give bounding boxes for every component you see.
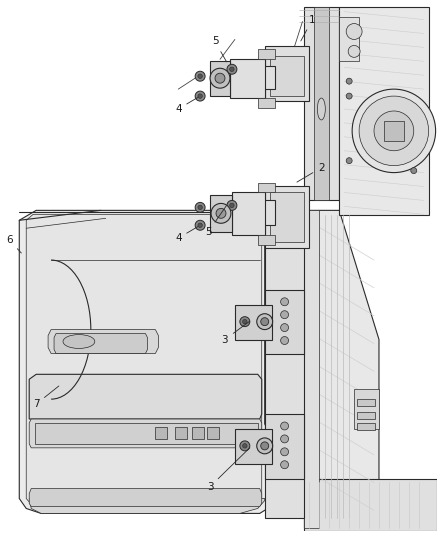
Circle shape — [346, 158, 352, 164]
Circle shape — [195, 220, 205, 230]
Circle shape — [211, 204, 231, 223]
Polygon shape — [235, 305, 272, 340]
Polygon shape — [270, 192, 304, 242]
Polygon shape — [258, 50, 275, 59]
Circle shape — [348, 45, 360, 58]
Circle shape — [352, 89, 436, 173]
Polygon shape — [230, 59, 265, 98]
Polygon shape — [220, 66, 275, 89]
Circle shape — [281, 311, 289, 319]
Circle shape — [195, 203, 205, 212]
Polygon shape — [155, 427, 167, 439]
Circle shape — [227, 200, 237, 211]
Polygon shape — [235, 429, 272, 464]
Polygon shape — [357, 423, 375, 430]
Polygon shape — [265, 290, 304, 354]
Polygon shape — [265, 185, 309, 248]
Circle shape — [346, 78, 352, 84]
Polygon shape — [210, 196, 232, 232]
Circle shape — [210, 68, 230, 88]
Polygon shape — [48, 329, 159, 353]
Text: 3: 3 — [222, 321, 250, 344]
Text: 2: 2 — [297, 163, 325, 182]
Polygon shape — [258, 235, 275, 245]
Circle shape — [281, 461, 289, 469]
Polygon shape — [354, 389, 379, 429]
Circle shape — [240, 441, 250, 451]
Polygon shape — [35, 423, 258, 444]
Polygon shape — [19, 211, 268, 513]
Circle shape — [227, 64, 237, 74]
Circle shape — [359, 96, 429, 166]
Polygon shape — [29, 374, 262, 419]
Circle shape — [230, 203, 234, 208]
Polygon shape — [357, 412, 375, 419]
Text: 4: 4 — [175, 227, 198, 243]
Polygon shape — [339, 6, 429, 215]
Circle shape — [198, 205, 202, 209]
Polygon shape — [175, 427, 187, 439]
Polygon shape — [314, 6, 329, 200]
Circle shape — [281, 422, 289, 430]
Circle shape — [374, 111, 414, 151]
Polygon shape — [384, 121, 404, 141]
Circle shape — [243, 319, 247, 324]
Circle shape — [230, 67, 234, 71]
Polygon shape — [258, 98, 275, 108]
Polygon shape — [29, 498, 265, 513]
Ellipse shape — [63, 335, 95, 349]
Polygon shape — [304, 211, 319, 528]
Text: 6: 6 — [6, 235, 21, 253]
Circle shape — [195, 91, 205, 101]
Circle shape — [281, 324, 289, 332]
Polygon shape — [29, 489, 262, 506]
Circle shape — [261, 442, 268, 450]
Polygon shape — [304, 211, 379, 528]
Circle shape — [411, 168, 417, 174]
Circle shape — [281, 448, 289, 456]
Polygon shape — [265, 414, 304, 479]
Ellipse shape — [318, 98, 325, 120]
Polygon shape — [207, 427, 219, 439]
Polygon shape — [339, 17, 359, 61]
Text: 3: 3 — [207, 448, 250, 491]
Circle shape — [257, 438, 273, 454]
Text: 5: 5 — [205, 206, 226, 237]
Polygon shape — [210, 61, 230, 96]
Circle shape — [281, 336, 289, 344]
Polygon shape — [357, 399, 375, 406]
Circle shape — [216, 208, 226, 219]
Circle shape — [198, 94, 202, 98]
Circle shape — [198, 223, 202, 228]
Polygon shape — [304, 6, 339, 200]
Circle shape — [195, 71, 205, 81]
Circle shape — [346, 93, 352, 99]
Circle shape — [281, 298, 289, 306]
Polygon shape — [192, 427, 204, 439]
Text: 7: 7 — [33, 386, 59, 409]
Text: 1: 1 — [301, 14, 316, 41]
Polygon shape — [265, 211, 304, 519]
Polygon shape — [220, 200, 275, 225]
Text: 5: 5 — [212, 36, 226, 62]
Polygon shape — [232, 192, 265, 235]
Circle shape — [346, 23, 362, 39]
Polygon shape — [29, 419, 262, 448]
Circle shape — [215, 73, 225, 83]
Circle shape — [257, 314, 273, 329]
Polygon shape — [54, 334, 148, 353]
Circle shape — [281, 435, 289, 443]
Circle shape — [243, 443, 247, 448]
Polygon shape — [265, 46, 309, 101]
Polygon shape — [304, 479, 437, 531]
Text: 4: 4 — [175, 98, 198, 114]
Circle shape — [240, 317, 250, 327]
Polygon shape — [26, 214, 262, 506]
Polygon shape — [270, 56, 304, 96]
Circle shape — [198, 74, 202, 78]
Circle shape — [261, 318, 268, 326]
Polygon shape — [258, 182, 275, 192]
